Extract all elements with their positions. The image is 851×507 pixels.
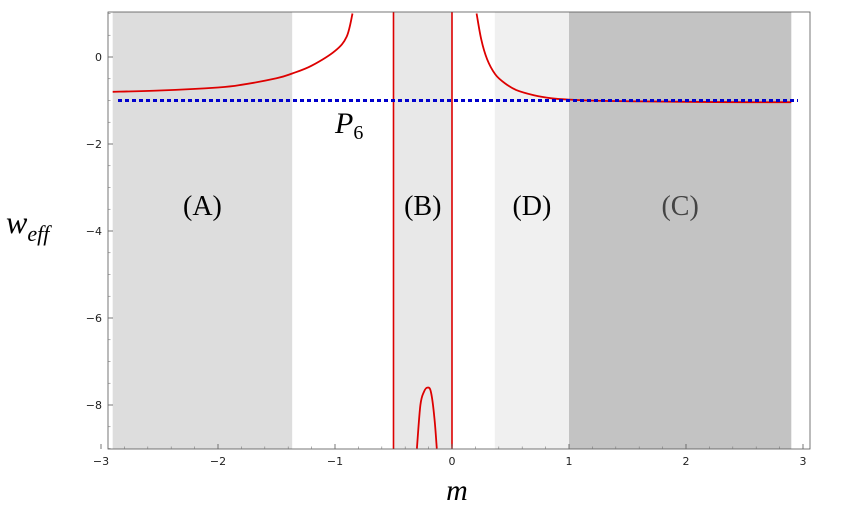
asymptote-lines [392, 12, 453, 449]
x-tick-label: 0 [449, 455, 456, 468]
series-curve-segment-2 [416, 386, 438, 449]
y-tick-label: −4 [86, 225, 102, 238]
y-tick-label: −2 [86, 138, 102, 151]
y-axis-label-base: w [6, 204, 28, 240]
x-axis-ticks: −3 −2 −1 0 1 2 3 [93, 444, 807, 468]
y-tick-label: −8 [86, 399, 102, 412]
x-tick-label: −2 [210, 455, 226, 468]
y-axis-ticks: 0 −2 −4 −6 −8 [86, 13, 113, 449]
y-axis-label: weff [6, 204, 52, 246]
region-1 [112, 12, 293, 449]
labels: P6 m weff [6, 107, 468, 507]
x-tick-label: 3 [800, 455, 807, 468]
region-4 [569, 12, 792, 449]
region-label-4: (C) [661, 191, 698, 222]
x-tick-label: 2 [683, 455, 690, 468]
x-tick-label: −3 [93, 455, 109, 468]
x-axis-label: m [446, 474, 468, 507]
region-2 [393, 12, 452, 449]
region-label-3: (D) [512, 191, 551, 222]
x-tick-label: 1 [566, 455, 573, 468]
series-curve-segment-1 [112, 13, 354, 93]
region-label-2: (B) [404, 191, 441, 222]
region-label-1: (A) [183, 191, 222, 222]
y-axis-label-sub: eff [27, 221, 52, 246]
regions: (A) (B) (D) (C) [112, 12, 792, 449]
region-3 [494, 12, 569, 449]
frame-rect [107, 11, 811, 450]
reference-line-label-sub: 6 [353, 122, 363, 144]
y-tick-label: 0 [95, 51, 102, 64]
plot-frame [107, 11, 811, 450]
x-tick-label: −1 [327, 455, 343, 468]
reference-line-label-base: P [334, 107, 353, 140]
y-tick-label: −6 [86, 312, 102, 325]
reference-line-label: P6 [334, 107, 363, 144]
